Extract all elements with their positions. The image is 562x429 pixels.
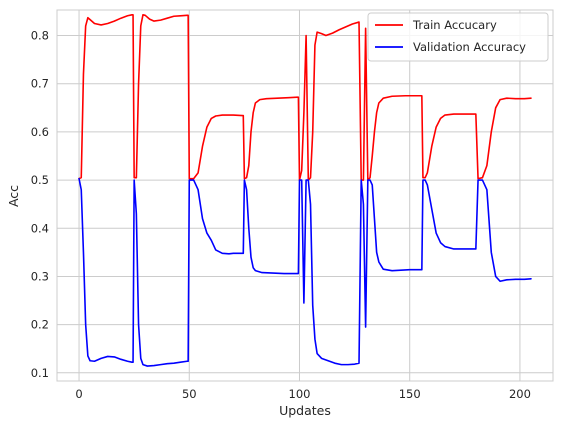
y-tick-label: 0.7 xyxy=(31,77,49,91)
y-tick-label: 0.5 xyxy=(31,173,49,187)
y-tick-label: 0.3 xyxy=(31,269,49,283)
y-tick-label: 0.6 xyxy=(31,125,49,139)
y-tick-label: 0.8 xyxy=(31,29,49,43)
legend-label-train: Train Accucary xyxy=(412,18,497,32)
legend-label-validation: Validation Accuracy xyxy=(413,40,526,54)
y-axis-label: Acc xyxy=(6,185,21,207)
y-tick-label: 0.1 xyxy=(31,366,49,380)
x-tick-label: 200 xyxy=(509,387,531,401)
x-axis-label: Updates xyxy=(279,403,331,418)
validation-accuracy-line xyxy=(78,177,532,367)
train-accuracy-line xyxy=(78,14,532,181)
x-tick-label: 0 xyxy=(75,387,82,401)
x-tick-labels: 0 50 100 150 200 xyxy=(75,387,531,401)
y-tick-label: 0.4 xyxy=(31,221,49,235)
plot-border xyxy=(56,9,554,382)
legend: Train Accucary Validation Accuracy xyxy=(367,12,549,62)
legend-box xyxy=(367,12,549,62)
y-tick-labels: 0.1 0.2 0.3 0.4 0.5 0.6 0.7 0.8 xyxy=(31,29,49,380)
series-lines xyxy=(78,14,532,367)
x-tick-label: 150 xyxy=(399,387,421,401)
x-tick-label: 50 xyxy=(182,387,197,401)
y-tick-label: 0.2 xyxy=(31,318,49,332)
x-tick-label: 100 xyxy=(289,387,311,401)
